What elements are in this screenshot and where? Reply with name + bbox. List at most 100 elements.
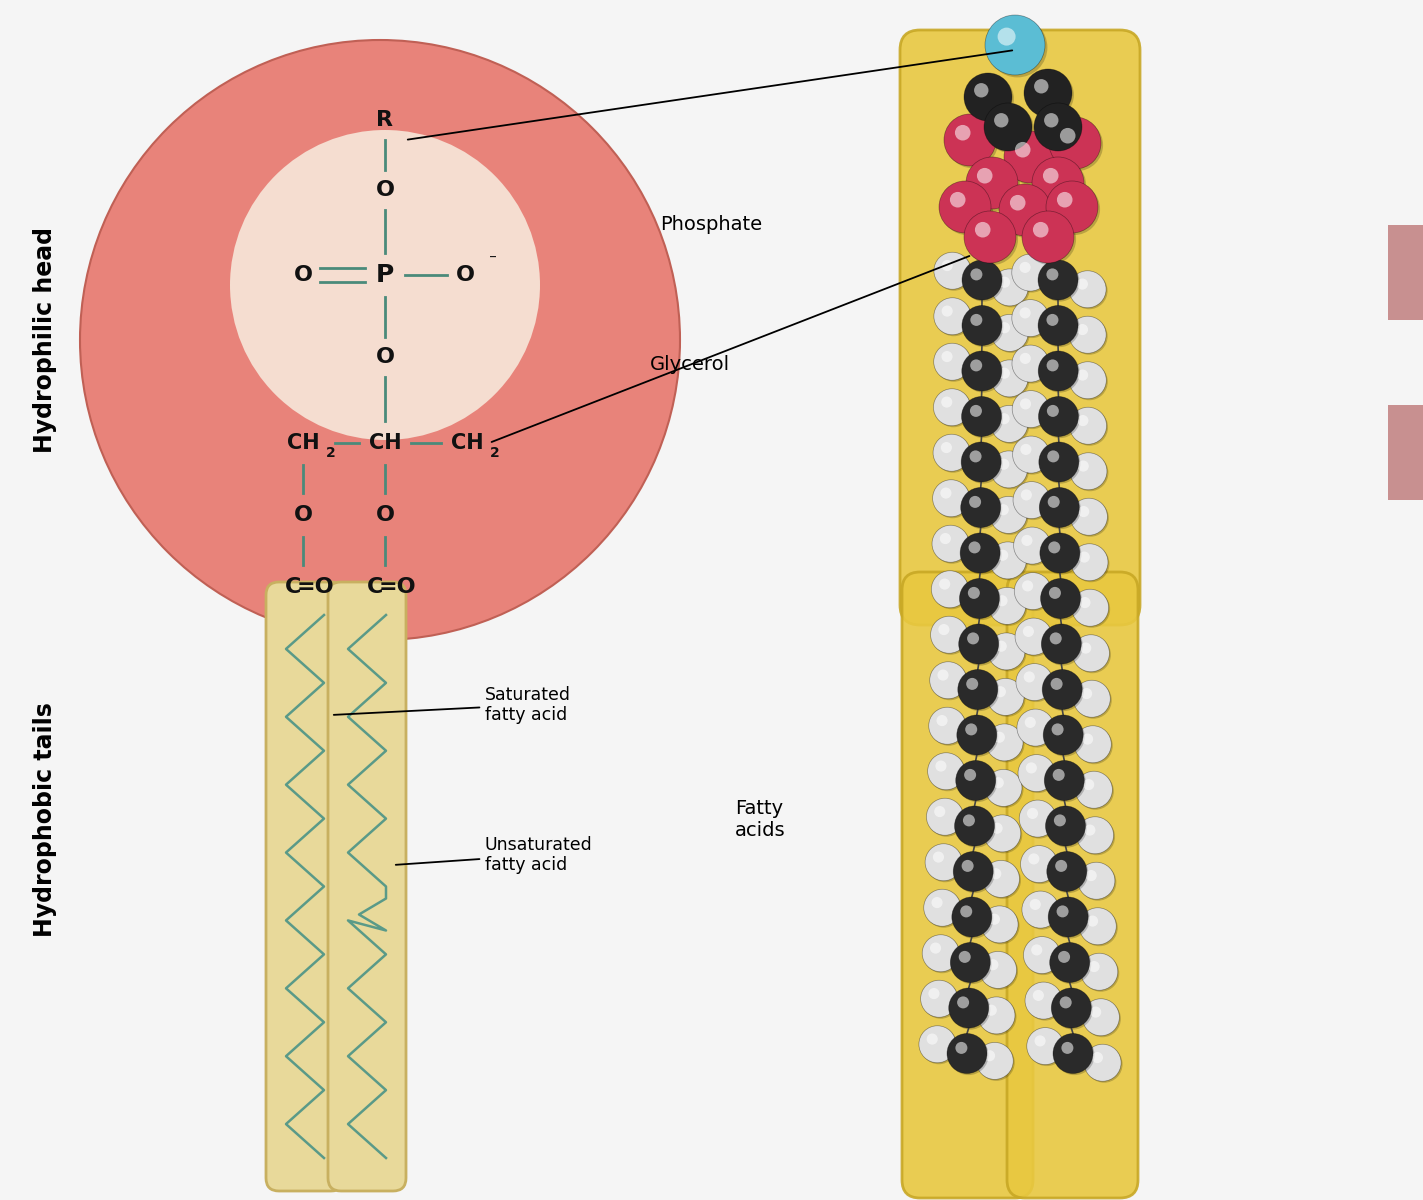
Circle shape xyxy=(1015,528,1052,565)
Circle shape xyxy=(1077,817,1114,853)
Circle shape xyxy=(955,1042,968,1054)
Circle shape xyxy=(1086,870,1097,881)
Circle shape xyxy=(988,632,1025,670)
Circle shape xyxy=(1042,534,1081,575)
Circle shape xyxy=(1044,671,1084,712)
Circle shape xyxy=(962,490,1002,529)
Circle shape xyxy=(1040,490,1081,529)
Circle shape xyxy=(982,860,1019,898)
Text: C: C xyxy=(285,577,302,596)
Text: Hydrophilic head: Hydrophilic head xyxy=(33,227,57,452)
Circle shape xyxy=(956,715,996,755)
Circle shape xyxy=(1025,214,1076,265)
Circle shape xyxy=(1054,1036,1094,1075)
Circle shape xyxy=(993,270,1030,307)
Circle shape xyxy=(1012,390,1049,427)
Circle shape xyxy=(1049,896,1089,937)
Circle shape xyxy=(962,534,1002,575)
Circle shape xyxy=(946,116,998,168)
Circle shape xyxy=(1084,824,1096,835)
Circle shape xyxy=(1079,552,1090,563)
Circle shape xyxy=(933,806,945,817)
Circle shape xyxy=(996,595,1007,606)
Circle shape xyxy=(1012,254,1049,292)
Circle shape xyxy=(962,396,1002,437)
Circle shape xyxy=(1043,625,1083,666)
Circle shape xyxy=(1037,306,1079,346)
Circle shape xyxy=(1032,944,1042,955)
Circle shape xyxy=(1050,942,1090,983)
Text: CH: CH xyxy=(451,433,484,452)
Circle shape xyxy=(935,253,972,290)
Circle shape xyxy=(1069,361,1106,398)
Circle shape xyxy=(979,998,1016,1036)
Circle shape xyxy=(1019,262,1030,272)
Circle shape xyxy=(1044,716,1084,756)
Circle shape xyxy=(1023,936,1060,973)
Circle shape xyxy=(985,1050,995,1061)
FancyBboxPatch shape xyxy=(266,582,344,1190)
Circle shape xyxy=(938,624,949,635)
Circle shape xyxy=(926,798,963,835)
Circle shape xyxy=(986,104,1035,152)
Circle shape xyxy=(1000,186,1053,238)
Circle shape xyxy=(925,844,962,881)
Circle shape xyxy=(1069,317,1106,353)
Circle shape xyxy=(982,907,1019,944)
Circle shape xyxy=(1081,733,1093,745)
Circle shape xyxy=(929,707,966,744)
Circle shape xyxy=(1022,581,1033,592)
Circle shape xyxy=(1074,682,1111,719)
Circle shape xyxy=(1070,407,1107,444)
Circle shape xyxy=(1070,318,1107,355)
Circle shape xyxy=(959,671,999,712)
Circle shape xyxy=(1076,772,1113,809)
Circle shape xyxy=(976,1043,1013,1080)
Circle shape xyxy=(1029,1030,1066,1066)
Circle shape xyxy=(953,899,993,938)
Circle shape xyxy=(983,815,1020,852)
Circle shape xyxy=(975,222,990,238)
Circle shape xyxy=(988,725,1025,762)
Circle shape xyxy=(1013,481,1050,518)
Circle shape xyxy=(1015,438,1052,474)
Circle shape xyxy=(1077,863,1114,899)
Circle shape xyxy=(941,184,993,235)
Text: ⁻: ⁻ xyxy=(490,252,497,268)
Circle shape xyxy=(1027,1027,1064,1064)
Circle shape xyxy=(1083,998,1120,1036)
Circle shape xyxy=(1049,184,1100,235)
Circle shape xyxy=(1015,142,1030,157)
Circle shape xyxy=(1081,953,1118,990)
Circle shape xyxy=(1025,68,1072,116)
Circle shape xyxy=(933,481,970,518)
Circle shape xyxy=(999,277,1010,288)
Circle shape xyxy=(1042,580,1081,620)
Circle shape xyxy=(952,944,992,984)
Circle shape xyxy=(992,314,1029,352)
Circle shape xyxy=(1043,168,1059,184)
Circle shape xyxy=(1044,113,1059,127)
Circle shape xyxy=(993,778,1003,788)
Circle shape xyxy=(963,73,1012,121)
Circle shape xyxy=(959,578,999,618)
Circle shape xyxy=(1040,533,1080,572)
Circle shape xyxy=(993,316,1030,353)
Circle shape xyxy=(1073,545,1110,582)
Circle shape xyxy=(1047,404,1059,416)
Circle shape xyxy=(990,497,1027,533)
Circle shape xyxy=(1030,899,1040,910)
Circle shape xyxy=(965,769,976,781)
Circle shape xyxy=(932,526,969,563)
Circle shape xyxy=(1072,544,1109,581)
Circle shape xyxy=(970,269,982,281)
Circle shape xyxy=(961,533,1000,572)
Circle shape xyxy=(983,103,1032,151)
Circle shape xyxy=(1052,944,1091,984)
Circle shape xyxy=(925,890,962,928)
Circle shape xyxy=(1013,347,1050,384)
Circle shape xyxy=(926,845,963,882)
Circle shape xyxy=(1077,370,1089,380)
Circle shape xyxy=(998,550,1009,560)
FancyBboxPatch shape xyxy=(899,30,1140,625)
